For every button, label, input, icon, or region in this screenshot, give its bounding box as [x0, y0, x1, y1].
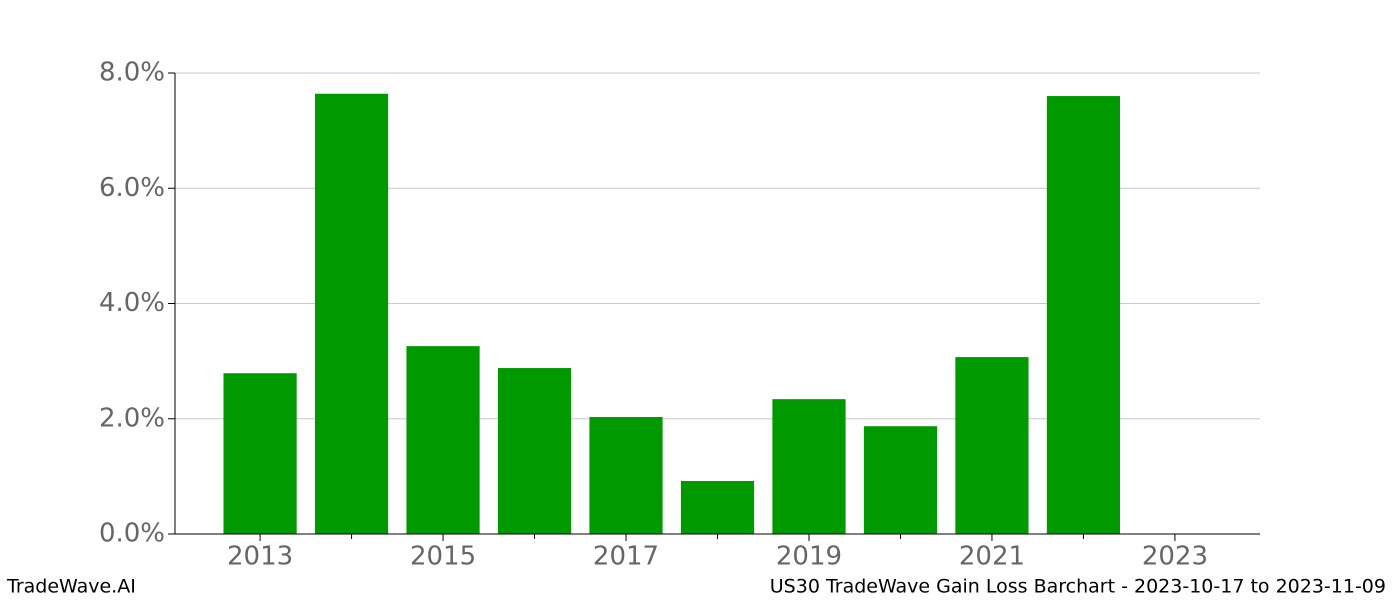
bar — [314, 93, 389, 535]
x-tick-label: 2015 — [410, 542, 476, 572]
x-tick-label: 2013 — [227, 542, 293, 572]
bar — [863, 426, 938, 534]
y-tick-label: 4.0% — [99, 288, 165, 318]
bar — [589, 417, 663, 534]
bar — [406, 346, 480, 534]
y-tick-label: 0.0% — [99, 519, 165, 549]
x-tick-label: 2023 — [1142, 542, 1208, 572]
y-tick-label: 6.0% — [99, 173, 165, 203]
bar — [955, 357, 1029, 534]
y-tick-label: 2.0% — [99, 403, 165, 433]
watermark: TradeWave.AI — [6, 576, 136, 598]
x-tick-label: 2021 — [959, 542, 1025, 572]
bar — [680, 480, 755, 534]
bar — [772, 399, 846, 534]
y-tick-label: 8.0% — [99, 58, 165, 88]
chart-title: US30 TradeWave Gain Loss Barchart - 2023… — [770, 576, 1386, 598]
bar — [1046, 96, 1121, 535]
bar — [223, 373, 297, 534]
x-tick-label: 2019 — [776, 542, 842, 572]
bar — [497, 368, 572, 534]
x-tick-label: 2017 — [593, 542, 659, 572]
